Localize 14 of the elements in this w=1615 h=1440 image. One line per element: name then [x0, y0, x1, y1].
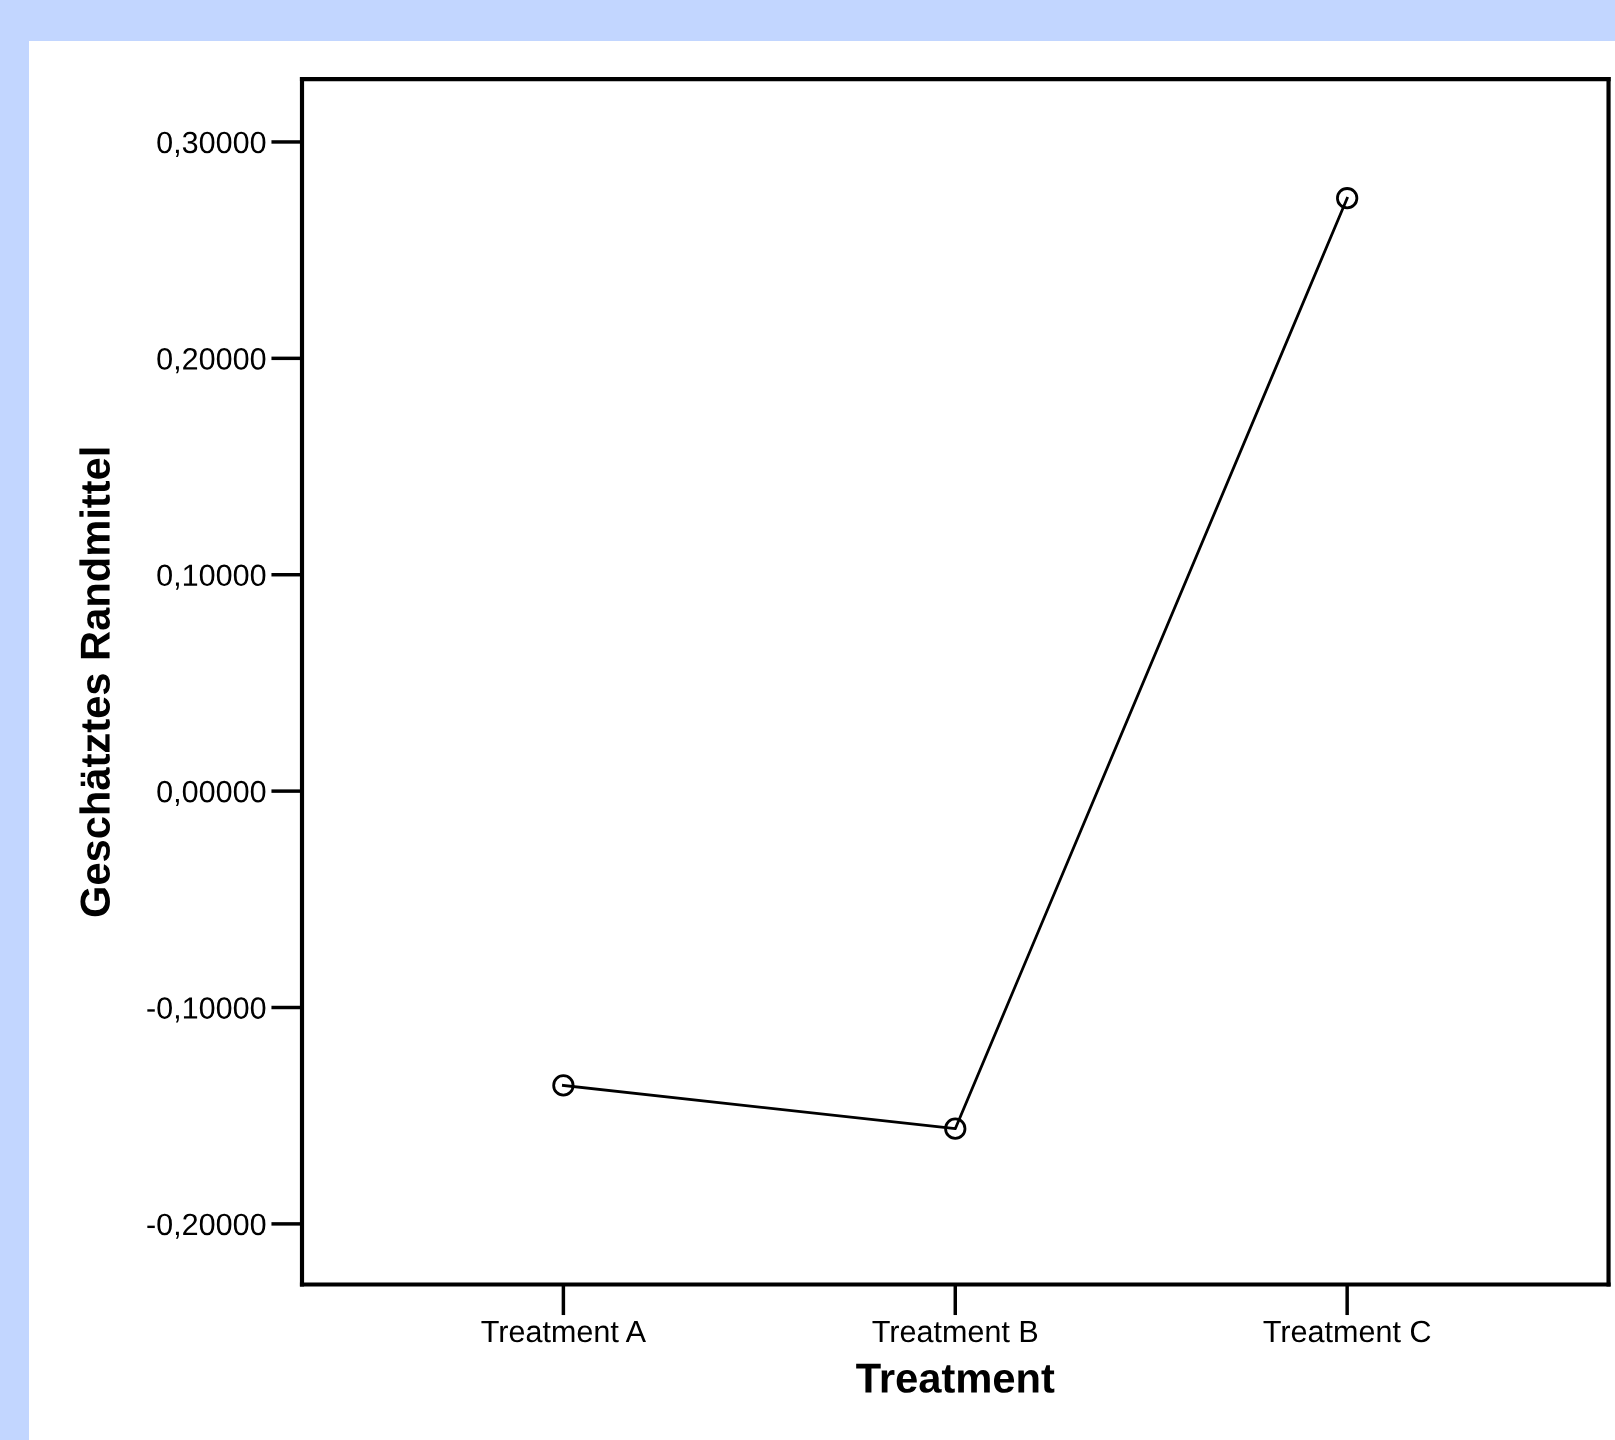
y-tick-label: 0,20000	[157, 348, 266, 374]
y-tick-label: -0,10000	[147, 997, 266, 1023]
y-tick-label: -0,20000	[147, 1213, 266, 1239]
point	[1336, 187, 1359, 210]
x-tick-label: Treatment A	[481, 1321, 646, 1343]
y-tick-label: 0,10000	[157, 564, 266, 590]
point	[944, 1117, 967, 1140]
y-tick-label: 0,30000	[157, 131, 266, 157]
y-axis-title: Geschätztes Randmittel	[79, 448, 110, 917]
x-axis-title: Treatment	[856, 1363, 1055, 1393]
x-tick-label: Treatment B	[872, 1321, 1038, 1343]
point	[552, 1074, 575, 1097]
x-tick-label: Treatment C	[1263, 1320, 1431, 1343]
y-tick-label: 0,00000	[157, 780, 266, 807]
